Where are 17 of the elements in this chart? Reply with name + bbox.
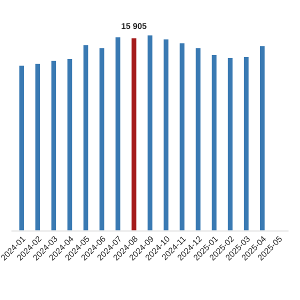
bar: [242, 56, 250, 231]
bar: [130, 36, 138, 231]
bar: [210, 54, 218, 231]
bar: [226, 56, 234, 231]
bar: [66, 58, 74, 231]
bar: [178, 42, 186, 231]
bar: [98, 46, 106, 231]
data-label: 15 905: [122, 23, 146, 30]
bar: [82, 44, 90, 231]
bar: [162, 38, 170, 231]
bar: [34, 62, 42, 231]
bar: [18, 64, 26, 231]
bar: [258, 44, 266, 231]
bar: [146, 34, 154, 231]
bar: [50, 59, 58, 231]
bar: [114, 36, 122, 231]
bar: [194, 46, 202, 231]
